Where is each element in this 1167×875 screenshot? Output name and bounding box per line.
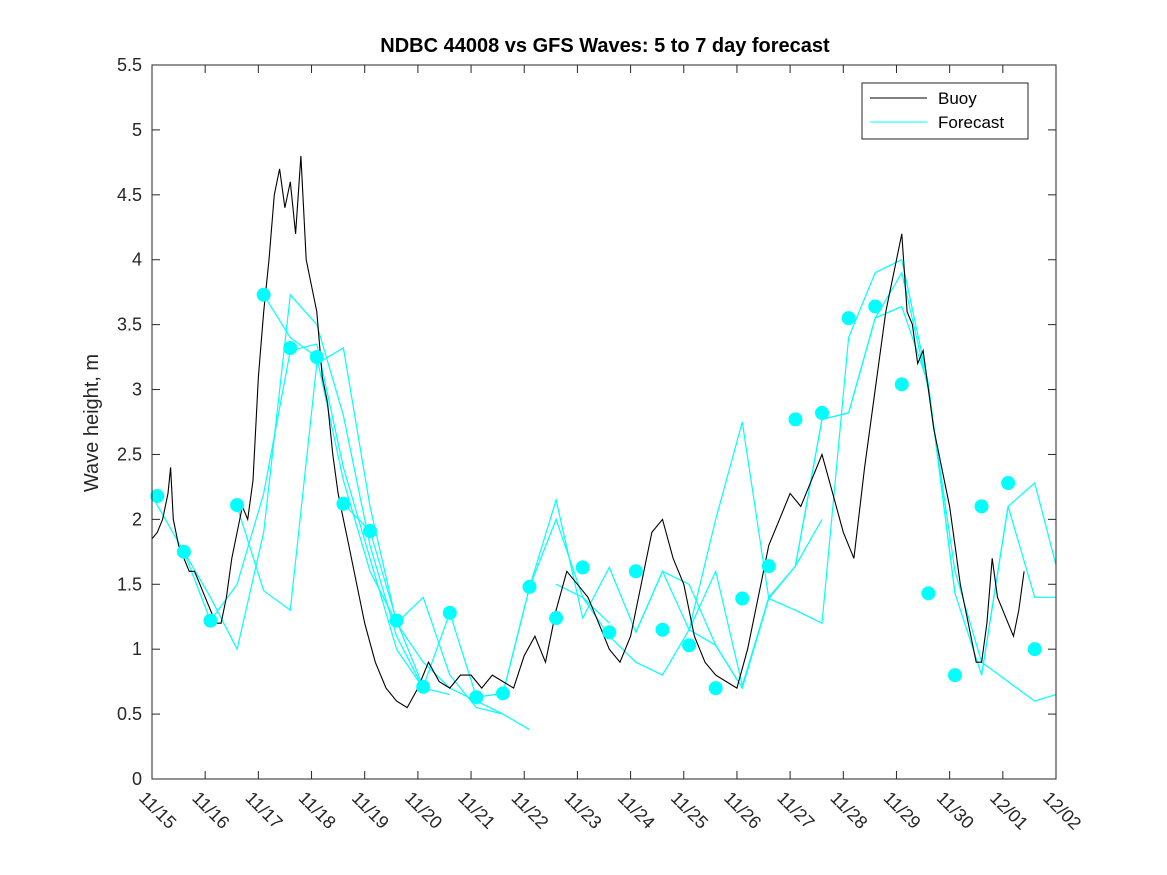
- forecast-point: [203, 613, 218, 628]
- x-tick-label: 11/15: [135, 788, 180, 833]
- x-tick-label: 11/29: [880, 788, 925, 833]
- y-tick-label: 2.5: [117, 444, 142, 464]
- forecast-point: [416, 679, 431, 694]
- forecast-point: [230, 498, 245, 513]
- legend-box: [861, 82, 1029, 140]
- forecast-point: [150, 488, 165, 503]
- forecast-series-line: [476, 497, 743, 698]
- forecast-point: [549, 611, 564, 626]
- forecast-point: [389, 613, 404, 628]
- forecast-point: [947, 668, 962, 683]
- x-tick-label: 11/28: [826, 788, 871, 833]
- y-tick-label: 3: [132, 380, 142, 400]
- forecast-point: [336, 496, 351, 511]
- x-tick-label: 11/24: [614, 788, 659, 833]
- forecast-point: [256, 287, 271, 302]
- forecast-point: [788, 412, 803, 427]
- x-tick-label: 11/21: [454, 788, 499, 833]
- x-tick-label: 11/23: [561, 788, 606, 833]
- y-tick-label: 4.5: [117, 185, 142, 205]
- y-tick-label: 2: [132, 509, 142, 529]
- x-tick-label: 11/19: [348, 788, 393, 833]
- forecast-point: [363, 524, 378, 539]
- forecast-point: [682, 638, 697, 653]
- x-tick-label: 11/26: [720, 788, 765, 833]
- forecast-point: [974, 499, 989, 514]
- legend-buoy-label: Buoy: [938, 89, 977, 108]
- x-tick-label: 11/16: [188, 788, 233, 833]
- forecast-point: [841, 311, 856, 326]
- forecast-point: [868, 299, 883, 314]
- x-tick-label: 12/01: [986, 788, 1032, 834]
- forecast-point: [815, 405, 830, 420]
- forecast-point: [921, 586, 936, 601]
- plot-area: [152, 65, 1056, 779]
- y-tick-label: 1.5: [117, 574, 142, 594]
- forecast-point: [1001, 476, 1016, 491]
- forecast-point: [761, 559, 776, 574]
- y-tick-label: 4: [132, 250, 142, 270]
- forecast-point: [628, 564, 643, 579]
- x-tick-label: 11/27: [773, 788, 818, 833]
- y-axis-label: Wave height, m: [81, 354, 103, 492]
- forecast-series-line: [688, 258, 956, 630]
- forecast-point: [495, 686, 510, 701]
- forecast-point: [469, 690, 484, 705]
- forecast-point: [708, 681, 723, 696]
- forecast-series-line: [183, 293, 450, 696]
- x-tick-label: 11/25: [667, 788, 712, 833]
- plot-frame: [151, 64, 1057, 780]
- forecast-point: [309, 350, 324, 365]
- forecast-marker-layer: [150, 287, 1042, 705]
- legend: Buoy Forecast: [861, 82, 1029, 140]
- forecast-series-line: [981, 506, 1056, 676]
- x-tick-label: 11/18: [295, 788, 340, 833]
- forecast-point: [522, 579, 537, 594]
- y-tick-label: 5: [132, 120, 142, 140]
- forecast-point: [735, 591, 750, 606]
- y-tick-label: 0.5: [117, 704, 142, 724]
- x-tick-label: 11/22: [507, 788, 552, 833]
- buoy-series-line: [151, 155, 1025, 709]
- forecast-point: [1027, 642, 1042, 657]
- y-tick-label: 5.5: [117, 55, 142, 75]
- forecast-series-line: [236, 347, 504, 715]
- forecast-point: [176, 544, 191, 559]
- x-tick-label: 11/30: [933, 788, 978, 833]
- forecast-point: [655, 622, 670, 637]
- forecast-point: [442, 605, 457, 620]
- legend-forecast-label: Forecast: [938, 113, 1004, 132]
- forecast-point: [575, 560, 590, 575]
- x-tick-label: 12/02: [1039, 788, 1085, 834]
- forecast-point: [894, 377, 909, 392]
- y-tick-label: 0: [132, 769, 142, 789]
- x-tick-label: 11/17: [242, 788, 287, 833]
- forecast-series-line: [794, 305, 1057, 676]
- forecast-point: [283, 341, 298, 356]
- forecast-point: [602, 625, 617, 640]
- y-tick-label: 1: [132, 639, 142, 659]
- chart-title: NDBC 44008 vs GFS Waves: 5 to 7 day fore…: [380, 35, 830, 57]
- x-tick-label: 11/20: [401, 788, 446, 833]
- y-tick-label: 3.5: [117, 315, 142, 335]
